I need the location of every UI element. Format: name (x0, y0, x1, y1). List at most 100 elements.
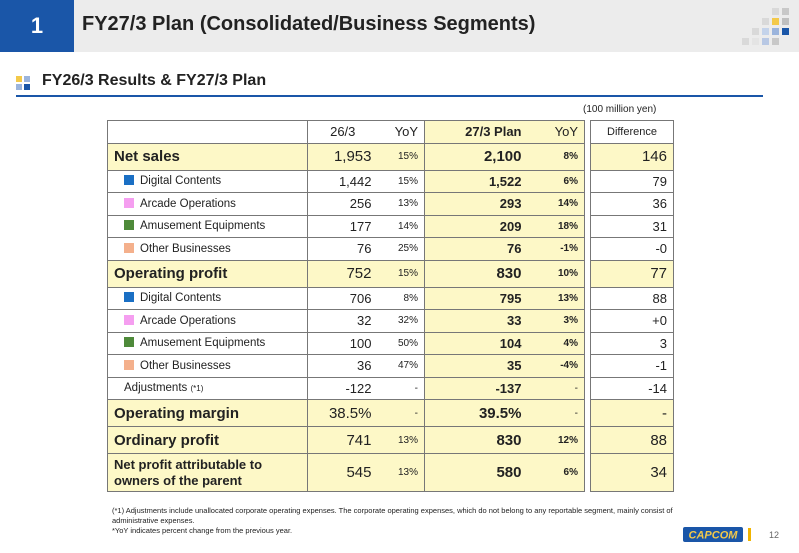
section-subtitle: FY26/3 Results & FY27/3 Plan (42, 72, 267, 89)
other-businesses-swatch (124, 359, 134, 370)
row-label: Other Businesses (140, 242, 231, 255)
prev-value: 706 (307, 286, 378, 310)
plan-yoy: 14% (527, 192, 585, 216)
plan-value: 1,522 (424, 169, 528, 193)
plan-value: 795 (424, 286, 528, 310)
row-label-cell: Arcade Operations (107, 192, 308, 216)
plan-yoy: -4% (527, 354, 585, 378)
prev-yoy: 13% (377, 426, 425, 454)
row-label: Amusement Equipments (140, 337, 266, 350)
row-label: Net sales (107, 142, 308, 171)
unit-label: (100 million yen) (583, 104, 657, 115)
row-label: Digital Contents (140, 292, 222, 305)
plan-yoy: - (527, 376, 585, 400)
footnote-ref: (*1) (190, 384, 204, 394)
prev-value: 36 (307, 354, 378, 378)
plan-yoy: - (527, 399, 585, 427)
prev-value: 741 (307, 426, 378, 454)
row-label-cell: Net profit attributable to owners of the … (107, 453, 308, 492)
capcom-logo: CAPCOM (683, 527, 743, 542)
amusement-equipments-swatch (124, 220, 134, 231)
row-label: Arcade Operations (140, 197, 236, 210)
table-row: Operating margin 38.5% - 39.5% - - (107, 399, 674, 427)
prev-value: 177 (307, 214, 378, 238)
row-label-cell: Adjustments (*1) (107, 376, 308, 400)
row-label: Amusement Equipments (140, 220, 266, 233)
prev-yoy: 15% (377, 142, 425, 171)
diff-value: -14 (590, 376, 674, 400)
page-title: FY27/3 Plan (Consolidated/Business Segme… (82, 13, 536, 35)
plan-value: 39.5% (424, 399, 528, 427)
arcade-operations-swatch (124, 197, 134, 208)
table-row: Adjustments (*1) -122 - -137 - -14 (107, 376, 674, 400)
row-label: Other Businesses (140, 359, 231, 372)
plan-yoy: 10% (527, 259, 585, 288)
prev-value: 752 (307, 259, 378, 288)
table-row: Amusement Equipments 100 50% 104 4% 3 (107, 331, 674, 355)
plan-value: -137 (424, 376, 528, 400)
diff-value: 31 (590, 214, 674, 238)
row-label: Adjustments (124, 382, 188, 395)
footnote-adjustments: (*1) Adjustments include unallocated cor… (112, 506, 673, 525)
prev-yoy: 8% (377, 286, 425, 310)
digital-contents-swatch (124, 175, 134, 186)
results-table: 26/3 YoY 27/3 Plan YoY Difference Net sa… (107, 120, 674, 492)
prev-yoy: 15% (377, 259, 425, 288)
diff-value: 36 (590, 192, 674, 216)
plan-value: 2,100 (424, 142, 528, 171)
prev-yoy: 13% (377, 192, 425, 216)
row-label-cell: Other Businesses (107, 237, 308, 261)
plan-value: 209 (424, 214, 528, 238)
other-businesses-swatch (124, 242, 134, 253)
prev-yoy: - (377, 399, 425, 427)
prev-yoy: 25% (377, 237, 425, 261)
plan-yoy: -1% (527, 237, 585, 261)
table-row: Arcade Operations 256 13% 293 14% 36 (107, 192, 674, 216)
table-row: Other Businesses 36 47% 35 -4% -1 (107, 354, 674, 378)
diff-value: - (590, 399, 674, 427)
table-row: Ordinary profit 741 13% 830 12% 88 (107, 426, 674, 454)
diff-value: 88 (590, 426, 674, 454)
header-bar: 1 FY27/3 Plan (Consolidated/Business Seg… (0, 0, 799, 52)
row-label-cell: Digital Contents (107, 286, 308, 310)
plan-value: 76 (424, 237, 528, 261)
footnote-yoy: *YoY indicates percent change from the p… (112, 526, 293, 535)
subtitle-marker-icon (16, 76, 30, 90)
diff-value: -0 (590, 237, 674, 261)
diff-value: 3 (590, 331, 674, 355)
row-label-cell: Digital Contents (107, 169, 308, 193)
table-row: Digital Contents 706 8% 795 13% 88 (107, 286, 674, 310)
table-row: Arcade Operations 32 32% 33 3% +0 (107, 309, 674, 333)
prev-value: 1,442 (307, 169, 378, 193)
table-row: Amusement Equipments 177 14% 209 18% 31 (107, 214, 674, 238)
header-plan: 27/3 Plan (424, 120, 528, 144)
prev-value: 76 (307, 237, 378, 261)
subtitle-underline (16, 95, 763, 97)
plan-value: 830 (424, 259, 528, 288)
footnotes: (*1) Adjustments include unallocated cor… (112, 506, 692, 536)
diff-value: 34 (590, 453, 674, 492)
diff-value: 79 (590, 169, 674, 193)
plan-yoy: 8% (527, 142, 585, 171)
plan-yoy: 13% (527, 286, 585, 310)
plan-value: 293 (424, 192, 528, 216)
table-row: Net profit attributable to owners of the … (107, 453, 674, 492)
logo-accent-bar (748, 528, 751, 541)
prev-yoy: 15% (377, 169, 425, 193)
prev-value: 256 (307, 192, 378, 216)
row-label-line1: Net profit attributable to (114, 456, 263, 472)
row-label-line2: owners of the parent (114, 472, 242, 488)
table-row: Net sales 1,953 15% 2,100 8% 146 (107, 142, 674, 171)
table-row: Digital Contents 1,442 15% 1,522 6% 79 (107, 169, 674, 193)
row-label: Digital Contents (140, 175, 222, 188)
row-label-cell: Amusement Equipments (107, 214, 308, 238)
plan-value: 104 (424, 331, 528, 355)
logo-text: CAPCOM (689, 530, 739, 542)
plan-yoy: 6% (527, 169, 585, 193)
section-number: 1 (0, 0, 74, 52)
prev-value: 545 (307, 453, 378, 492)
diff-value: 88 (590, 286, 674, 310)
prev-yoy: 32% (377, 309, 425, 333)
row-label: Ordinary profit (107, 426, 308, 454)
plan-value: 830 (424, 426, 528, 454)
